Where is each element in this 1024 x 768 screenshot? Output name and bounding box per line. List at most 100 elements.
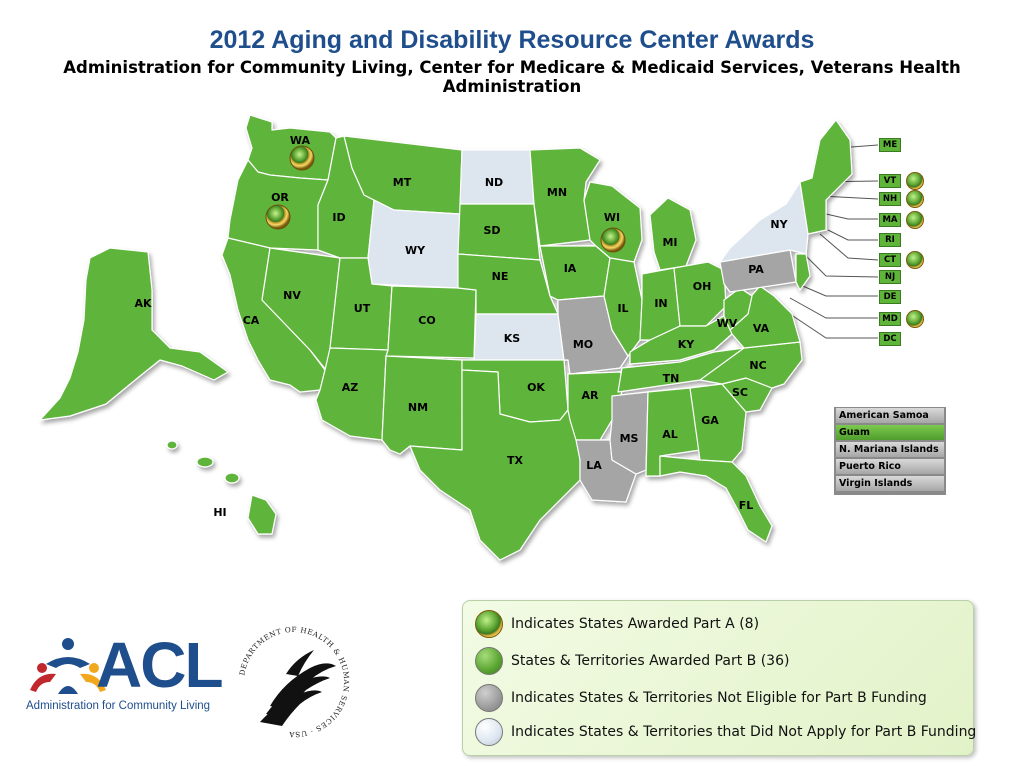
state-label-nv: NV (283, 289, 301, 302)
part-a-medal-md (906, 310, 924, 328)
state-label-ok: OK (527, 381, 545, 394)
acl-wordmark: ACL (96, 629, 224, 701)
state-label-ar: AR (582, 389, 600, 402)
legend-part-a-label: Indicates States Awarded Part A (8) (511, 616, 760, 632)
state-label-mn: MN (547, 186, 567, 199)
state-label-fl: FL (739, 499, 754, 512)
state-tx (409, 369, 581, 561)
northeast-connectors (777, 144, 879, 339)
state-hi-4 (247, 494, 277, 535)
hhs-seal-logo: DEPARTMENT OF HEALTH & HUMAN SERVICES · … (237, 625, 350, 739)
green-circle-icon (475, 647, 503, 675)
legend-part-a: Indicates States Awarded Part A (8) (475, 607, 759, 641)
state-ne-region (799, 119, 853, 235)
state-il (603, 257, 643, 357)
state-tag-ri: RI (879, 233, 901, 247)
state-tag-de: DE (879, 290, 901, 304)
state-wa (245, 114, 337, 181)
state-label-id: ID (332, 211, 345, 224)
state-label-ga: GA (701, 414, 719, 427)
legend-not-eligible: Indicates States & Territories Not Eligi… (475, 681, 927, 715)
state-label-ky: KY (678, 338, 696, 351)
light-circle-icon (475, 718, 503, 746)
state-label-sc: SC (732, 386, 748, 399)
state-hi-2 (196, 456, 214, 468)
state-label-ia: IA (564, 262, 577, 275)
state-tag-ma: MA (879, 213, 901, 227)
part-a-medal-wa (289, 145, 315, 171)
state-label-or: OR (271, 191, 289, 204)
part-a-medal-wi (600, 227, 626, 253)
state-label-tx: TX (507, 454, 524, 467)
acl-logo (30, 638, 106, 694)
state-label-mt: MT (393, 176, 412, 189)
state-tag-dc: DC (879, 332, 901, 346)
legend-not-eligible-label: Indicates States & Territories Not Eligi… (511, 690, 927, 706)
territory-puerto-rico: Puerto Rico (836, 459, 944, 474)
state-label-nd: ND (485, 176, 503, 189)
territory-guam: Guam (836, 425, 944, 440)
state-label-mi: MI (662, 236, 677, 249)
state-label-wv: WV (717, 317, 738, 330)
part-a-medal-ma (906, 211, 924, 229)
part-a-medal-vt (906, 172, 924, 190)
page-title: 2012 Aging and Disability Resource Cente… (209, 26, 815, 54)
state-hi-1 (166, 440, 178, 450)
state-tag-me: ME (879, 138, 901, 152)
legend-did-not-apply: Indicates States & Territories that Did … (475, 715, 976, 749)
part-a-medal-nh (906, 190, 924, 208)
state-label-nc: NC (749, 359, 766, 372)
state-label-ak: AK (134, 297, 152, 310)
state-label-sd: SD (483, 224, 500, 237)
state-label-ne: NE (492, 270, 509, 283)
legend-part-b-label: States & Territories Awarded Part B (36) (511, 653, 790, 669)
state-label-va: VA (753, 322, 770, 335)
state-label-hi: HI (213, 506, 226, 519)
state-nj (795, 253, 811, 291)
territory-n-mariana-islands: N. Mariana Islands (836, 442, 944, 457)
state-label-la: LA (586, 459, 602, 472)
state-mi (649, 197, 697, 271)
state-label-pa: PA (748, 263, 764, 276)
state-label-ks: KS (504, 332, 521, 345)
state-tag-md: MD (879, 312, 901, 326)
state-hi-3 (224, 472, 240, 484)
state-wi (583, 181, 643, 263)
us-map: WA OR CA NV ID MT WY UT CO AZ NM ND SD NE KS OK TX MN IA MO… (39, 114, 879, 561)
state-tag-nh: NH (879, 192, 901, 206)
state-label-wy: WY (405, 244, 426, 257)
state-tag-ct: CT (879, 253, 901, 267)
legend-did-not-apply-label: Indicates States & Territories that Did … (511, 724, 977, 740)
part-a-medal-ct (906, 251, 924, 269)
part-a-medal-or (265, 204, 291, 230)
state-label-oh: OH (693, 280, 712, 293)
territory-virgin-islands: Virgin Islands (836, 476, 944, 491)
territories-list: American Samoa Guam N. Mariana Islands P… (834, 407, 946, 495)
state-label-nm: NM (408, 401, 428, 414)
territory-american-samoa: American Samoa (836, 408, 944, 423)
state-ak (39, 247, 229, 421)
state-label-ca: CA (243, 314, 260, 327)
page-subtitle: Administration for Community Living, Cen… (63, 58, 961, 96)
state-tag-vt: VT (879, 174, 901, 188)
state-az (315, 347, 389, 441)
acl-caption: Administration for Community Living (26, 700, 211, 712)
state-label-il: IL (617, 302, 628, 315)
state-label-tn: TN (663, 372, 680, 385)
state-label-wa: WA (290, 134, 311, 147)
state-ny (719, 181, 809, 263)
state-label-ms: MS (620, 432, 639, 445)
state-fl (659, 455, 773, 543)
state-label-co: CO (418, 314, 435, 327)
gray-circle-icon (475, 684, 503, 712)
state-label-az: AZ (342, 381, 359, 394)
state-label-wi: WI (604, 211, 620, 224)
state-label-ut: UT (354, 302, 371, 315)
state-label-in: IN (654, 297, 667, 310)
state-label-mo: MO (573, 338, 593, 351)
map-legend: Indicates States Awarded Part A (8) Stat… (462, 600, 976, 756)
part-a-medal-icon (475, 610, 503, 638)
legend-part-b: States & Territories Awarded Part B (36) (475, 644, 789, 678)
state-tag-nj: NJ (879, 270, 901, 284)
state-label-al: AL (662, 428, 678, 441)
